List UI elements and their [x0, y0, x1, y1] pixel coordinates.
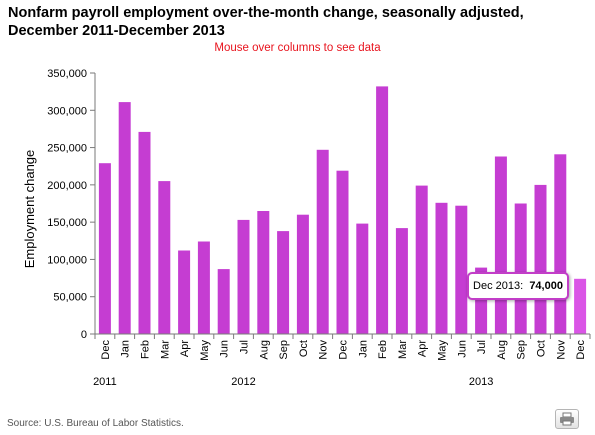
x-tick-label: Mar [159, 340, 171, 359]
x-tick-label: Sep [516, 340, 528, 360]
x-tick-label: Aug [258, 340, 270, 360]
printer-icon [560, 412, 574, 426]
y-tick-label: 300,000 [47, 105, 87, 117]
y-tick-label: 50,000 [53, 292, 87, 304]
y-tick-label: 150,000 [47, 217, 87, 229]
bar[interactable] [494, 156, 507, 335]
bar[interactable] [178, 250, 191, 335]
bar[interactable] [118, 102, 131, 334]
print-button[interactable] [555, 409, 579, 429]
x-tick-label: Nov [555, 340, 567, 360]
bar[interactable] [514, 203, 527, 335]
bar[interactable] [296, 214, 309, 334]
x-tick-label: Apr [179, 340, 191, 357]
x-tick-label: May [199, 340, 211, 361]
x-tick-label: Oct [298, 340, 310, 357]
x-tick-label: Nov [318, 340, 330, 360]
bar[interactable] [257, 211, 270, 334]
bar[interactable] [574, 278, 587, 334]
year-label: 2012 [231, 376, 255, 388]
x-tick-label: Jun [456, 340, 468, 358]
x-tick-label: May [437, 340, 449, 361]
bar[interactable] [138, 131, 151, 334]
bar[interactable] [554, 154, 567, 334]
x-tick-label: Jul [476, 340, 488, 354]
year-label: 2011 [93, 376, 117, 388]
x-tick-label: Dec [338, 340, 350, 360]
bar[interactable] [237, 219, 250, 334]
bar[interactable] [316, 149, 329, 334]
x-tick-label: Aug [496, 340, 508, 360]
x-tick-label: Dec [100, 340, 112, 360]
x-tick-label: Dec [575, 340, 587, 360]
bar[interactable] [197, 241, 210, 335]
bar[interactable] [98, 163, 111, 334]
x-tick-label: Apr [417, 340, 429, 357]
x-tick-label: Feb [377, 340, 389, 359]
tooltip-label: Dec 2013: [473, 280, 524, 292]
bar[interactable] [395, 228, 408, 334]
chart-title: Nonfarm payroll employment over-the-mont… [8, 5, 524, 39]
y-tick-label: 100,000 [47, 254, 87, 266]
tooltip-value: 74,000 [529, 280, 563, 292]
y-tick-label: 0 [81, 329, 87, 341]
year-label: 2013 [469, 376, 493, 388]
x-tick-label: Sep [278, 340, 290, 360]
bar[interactable] [455, 205, 468, 334]
bar[interactable] [277, 231, 290, 334]
y-tick-label: 250,000 [47, 143, 87, 155]
bar[interactable] [534, 184, 547, 334]
bar[interactable] [356, 223, 369, 334]
x-tick-label: Oct [536, 340, 548, 357]
bar[interactable] [415, 185, 428, 334]
bar-series [98, 86, 587, 335]
x-tick-label: Jun [219, 340, 231, 358]
x-tick-label: Jan [120, 340, 132, 358]
y-tick-label: 200,000 [47, 180, 87, 192]
y-axis-title: Employment change [22, 150, 37, 269]
x-tick-label: Jul [239, 340, 251, 354]
data-tooltip: Dec 2013: 74,000 [467, 272, 569, 300]
x-tick-label: Jan [357, 340, 369, 358]
x-axis: Dec Jan Feb Mar Apr May Jun Jul Aug Sep Oct Nov Dec J… [93, 333, 591, 388]
chart-subtitle: Mouse over columns to see data [214, 42, 381, 54]
bar[interactable] [376, 86, 389, 335]
y-axis: 0 50,000 100,000 150,000 200,000 250,000 300,0… [47, 68, 96, 341]
y-tick-label: 350,000 [47, 68, 87, 80]
bar[interactable] [336, 170, 349, 334]
bar[interactable] [217, 269, 230, 334]
bar[interactable] [158, 181, 171, 334]
source-note: Source: U.S. Bureau of Labor Statistics. [7, 418, 184, 429]
bar[interactable] [435, 202, 448, 334]
x-tick-label: Feb [140, 340, 152, 359]
x-tick-label: Mar [397, 340, 409, 359]
